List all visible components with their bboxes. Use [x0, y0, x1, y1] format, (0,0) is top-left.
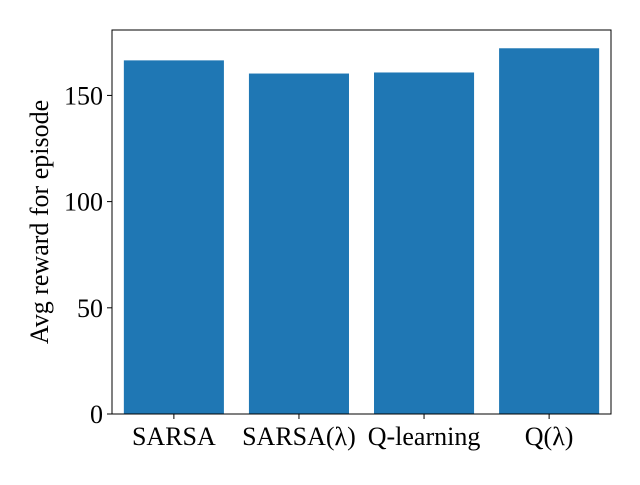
y-axis-label: Avg reward for episode	[25, 100, 54, 344]
bar-1	[248, 73, 349, 414]
x-tick-label: SARSA(λ)	[242, 422, 356, 451]
x-tick-label: SARSA	[132, 422, 216, 451]
x-tick-label: Q(λ)	[525, 422, 574, 451]
ticks-layer: SARSA SARSA(λ) Q-learning Q(λ) 0 50 100 150	[64, 81, 573, 451]
x-tick-label: Q-learning	[368, 422, 481, 451]
bars-layer	[123, 48, 600, 415]
y-tick-label: 50	[77, 294, 103, 323]
y-tick-label: 100	[64, 188, 103, 217]
y-tick-label: 150	[64, 81, 103, 110]
bar-3	[499, 48, 600, 415]
plot-frame	[111, 29, 612, 415]
bar-0	[123, 60, 224, 415]
bar-2	[374, 72, 475, 414]
y-tick-label: 0	[90, 400, 103, 429]
